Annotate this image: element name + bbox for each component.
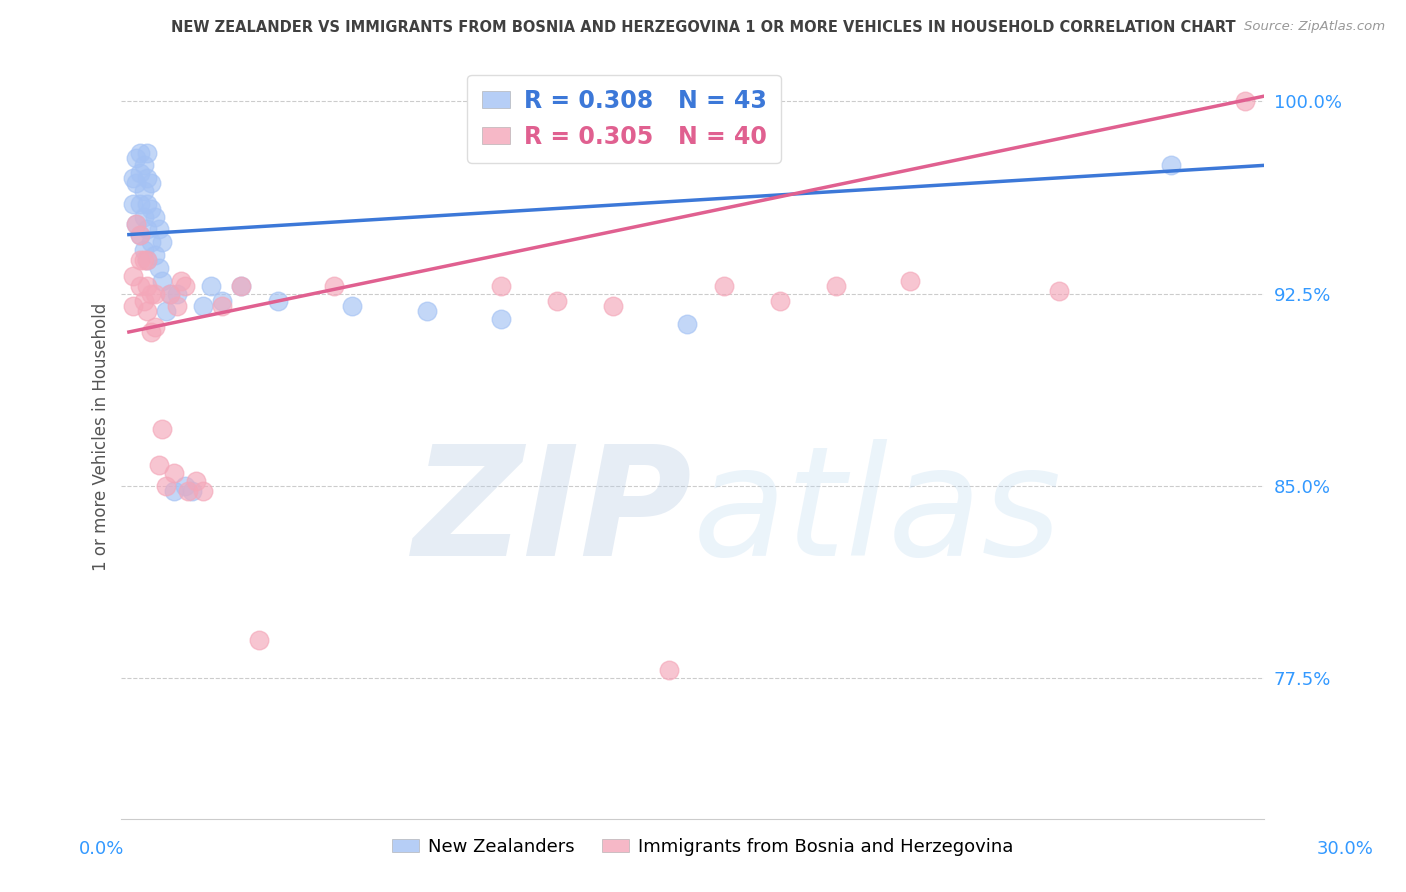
Point [489, 278, 512, 293]
Point [141, 325, 163, 339]
Point [177, 483, 200, 498]
Point [173, 278, 195, 293]
Point [181, 483, 204, 498]
Point [150, 274, 173, 288]
Point [159, 286, 181, 301]
Point [143, 248, 166, 262]
Point [143, 210, 166, 224]
Point [247, 632, 270, 647]
Point [229, 278, 252, 293]
Point [129, 145, 152, 160]
Point [132, 210, 155, 224]
Y-axis label: 1 or more Vehicles in Household: 1 or more Vehicles in Household [93, 303, 110, 571]
Point [150, 422, 173, 436]
Point [132, 294, 155, 309]
Point [132, 158, 155, 172]
Point [121, 268, 143, 283]
Point [658, 664, 681, 678]
Point [340, 299, 363, 313]
Point [121, 196, 143, 211]
Point [166, 299, 188, 313]
Point [136, 253, 159, 268]
Point [155, 304, 177, 318]
Point [211, 299, 233, 313]
Point [162, 483, 184, 498]
Point [132, 253, 155, 268]
Text: 0.0%: 0.0% [79, 840, 124, 858]
Point [150, 235, 173, 250]
Point [136, 278, 159, 293]
Point [141, 286, 163, 301]
Point [125, 217, 148, 231]
Point [129, 227, 152, 242]
Point [602, 299, 624, 313]
Point [148, 222, 170, 236]
Point [415, 304, 437, 318]
Point [162, 466, 184, 480]
Point [769, 294, 792, 309]
Text: ZIP: ZIP [413, 439, 693, 588]
Point [143, 286, 166, 301]
Point [136, 253, 159, 268]
Text: 30.0%: 30.0% [1317, 840, 1374, 858]
Point [141, 202, 163, 216]
Point [200, 278, 222, 293]
Point [136, 171, 159, 186]
Text: Source: ZipAtlas.com: Source: ZipAtlas.com [1244, 20, 1385, 33]
Point [1047, 284, 1070, 298]
Point [489, 312, 512, 326]
Point [166, 286, 188, 301]
Point [125, 151, 148, 165]
Point [121, 299, 143, 313]
Point [129, 166, 152, 180]
Point [129, 196, 152, 211]
Text: NEW ZEALANDER VS IMMIGRANTS FROM BOSNIA AND HERZEGOVINA 1 OR MORE VEHICLES IN HO: NEW ZEALANDER VS IMMIGRANTS FROM BOSNIA … [170, 20, 1236, 35]
Point [546, 294, 568, 309]
Point [125, 217, 148, 231]
Point [129, 278, 152, 293]
Point [1234, 95, 1257, 109]
Point [129, 227, 152, 242]
Point [148, 458, 170, 473]
Point [229, 278, 252, 293]
Point [713, 278, 735, 293]
Point [267, 294, 290, 309]
Point [136, 196, 159, 211]
Point [170, 274, 193, 288]
Point [155, 479, 177, 493]
Point [136, 304, 159, 318]
Point [184, 474, 207, 488]
Point [132, 184, 155, 198]
Point [173, 479, 195, 493]
Point [132, 243, 155, 257]
Legend: New Zealanders, Immigrants from Bosnia and Herzegovina: New Zealanders, Immigrants from Bosnia a… [385, 831, 1021, 863]
Point [159, 286, 181, 301]
Point [1160, 158, 1182, 172]
Legend: R = 0.308   N = 43, R = 0.305   N = 40: R = 0.308 N = 43, R = 0.305 N = 40 [467, 75, 782, 162]
Point [900, 274, 922, 288]
Point [136, 145, 159, 160]
Point [141, 235, 163, 250]
Point [193, 483, 215, 498]
Point [129, 253, 152, 268]
Point [141, 177, 163, 191]
Point [825, 278, 848, 293]
Point [148, 260, 170, 275]
Point [193, 299, 215, 313]
Point [211, 294, 233, 309]
Point [143, 319, 166, 334]
Point [136, 222, 159, 236]
Point [676, 318, 699, 332]
Point [125, 177, 148, 191]
Text: atlas: atlas [693, 439, 1062, 588]
Point [121, 171, 143, 186]
Point [322, 278, 344, 293]
